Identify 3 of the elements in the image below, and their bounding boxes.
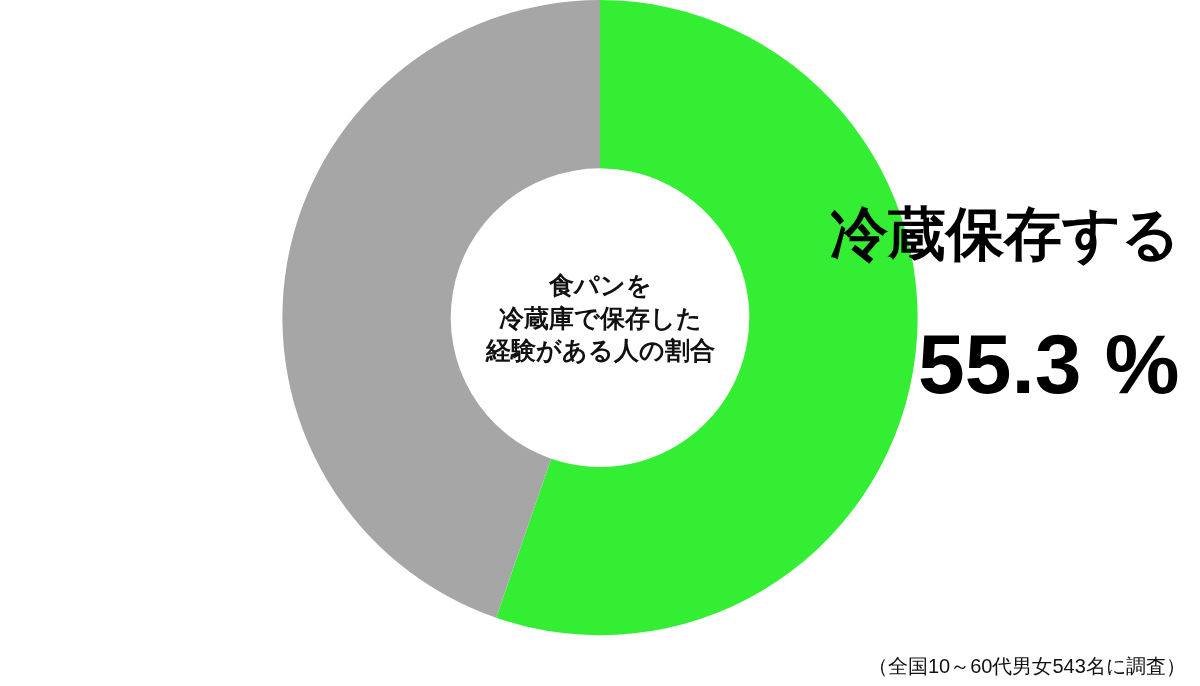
text: 食パンを冷蔵庫で保存した経験がある人の割合: [485, 271, 715, 364]
text: （全国10～60代男女543名に調査）: [868, 655, 1186, 677]
data-label: 55.3 %: [918, 317, 1180, 411]
